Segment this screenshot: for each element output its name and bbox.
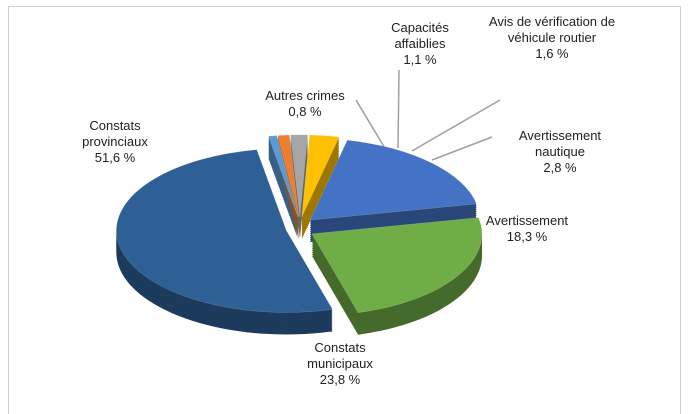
value-label: 18,3 % [506, 229, 548, 244]
slice-side [268, 157, 298, 239]
category-label: Constats municipaux [307, 340, 373, 371]
data-label: Autres crimes 0,8 % [250, 88, 360, 120]
data-label: Capacités affaiblies 1,1 % [375, 20, 465, 68]
leader-line [355, 99, 387, 151]
value-label: 0,8 % [288, 104, 322, 119]
value-label: 1,6 % [535, 46, 569, 61]
slice-side [268, 149, 298, 231]
slice [309, 139, 477, 221]
category-label: Avertissement nautique [518, 128, 602, 159]
category-label: Capacités affaiblies [391, 20, 449, 51]
slice [116, 149, 333, 313]
slice [277, 134, 299, 217]
value-label: 2,8 % [543, 160, 577, 175]
category-label: Avis de vérification de véhicule routier [488, 14, 616, 45]
category-label: Constats provinciaux [82, 118, 148, 149]
category-label: Avertissement [485, 213, 569, 228]
data-label: Constats municipaux 23,8 % [290, 340, 390, 388]
leader-line [397, 69, 400, 149]
leader-line [431, 136, 493, 161]
category-label: Autres crimes [265, 88, 345, 103]
data-label: Avertissement nautique 2,8 % [500, 128, 620, 176]
slice [311, 217, 483, 314]
data-label: Avis de vérification de véhicule routier… [487, 14, 617, 62]
leader-line [411, 99, 501, 152]
slice-side [268, 151, 298, 233]
value-label: 1,1 % [403, 52, 437, 67]
slice [268, 135, 299, 218]
slice [301, 134, 340, 218]
chart-frame [8, 6, 681, 414]
slice-side [277, 156, 299, 239]
value-label: 23,8 % [319, 372, 361, 387]
slice-side [268, 153, 298, 235]
data-label: Avertissement 18,3 % [472, 213, 582, 245]
slice [290, 134, 308, 217]
slice-side [268, 155, 298, 237]
slice-side [277, 136, 299, 219]
value-label: 51,6 % [94, 150, 136, 165]
data-label: Constats provinciaux 51,6 % [65, 118, 165, 166]
slice-side [268, 147, 298, 229]
